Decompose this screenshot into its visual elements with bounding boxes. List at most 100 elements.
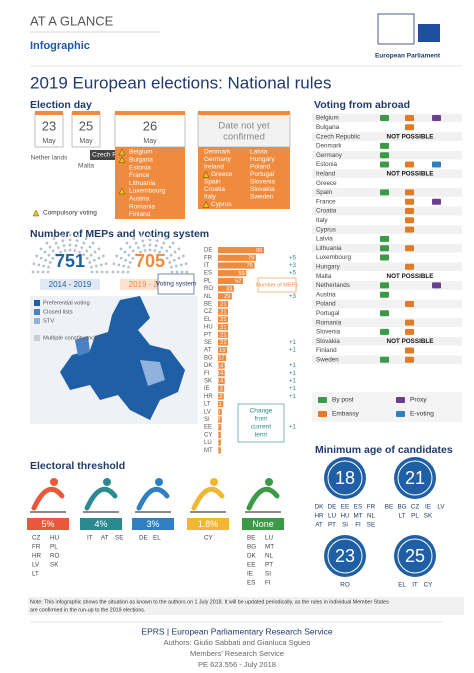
country: Romania: [129, 203, 155, 210]
country-code: BG: [397, 504, 406, 511]
change-value: +1: [289, 393, 297, 400]
meps-value: 13: [216, 386, 222, 392]
seat-dot: [123, 250, 127, 254]
method-icon: [380, 189, 389, 196]
country-code: ES: [354, 504, 362, 511]
subtitle: Infographic: [30, 40, 90, 52]
method-icon: [405, 226, 414, 233]
country: Malta: [316, 273, 332, 280]
country-code: NL: [204, 294, 212, 300]
seat-dot: [47, 265, 50, 269]
change-value: +1: [289, 385, 297, 392]
country-code: IE: [425, 504, 431, 511]
seat-dot: [154, 244, 158, 248]
method-icon: [380, 142, 389, 149]
method-icon: [432, 115, 441, 121]
compulsory-icon: [202, 171, 210, 178]
section-heading: Voting from abroad: [314, 99, 410, 111]
country: Germany: [316, 152, 343, 159]
seat-dot: [54, 241, 58, 245]
seat-dot: [90, 265, 93, 269]
legend-label: Preferential voting: [43, 301, 90, 307]
threshold-label-bg: [242, 518, 284, 530]
change-value: +3: [289, 262, 297, 269]
term-bg: [120, 279, 180, 290]
row-bg: [312, 271, 462, 281]
seat-dot: [127, 253, 131, 257]
country-code: DK: [204, 363, 212, 369]
seat-dot: [85, 256, 89, 260]
meps-bar: [218, 431, 221, 438]
footer-text: EPRS | European Parliamentary Research S…: [141, 626, 332, 636]
seat-dot: [179, 263, 183, 267]
country-code: CY: [424, 582, 434, 589]
country-code: FI: [355, 522, 361, 529]
legend-icon: [34, 309, 40, 315]
country-code: IT: [87, 535, 93, 542]
method-icon: [405, 189, 414, 196]
age-circle: [394, 457, 436, 499]
meps-bar: [218, 393, 224, 400]
country-code: MT: [353, 513, 362, 520]
country-code: LU: [265, 535, 274, 542]
legend-label: Compulsory voting: [43, 210, 97, 217]
age-value: 23: [335, 546, 355, 566]
seat-dot: [39, 247, 43, 251]
section-heading: Minimum age of candidates: [315, 444, 453, 456]
method-icon: [380, 152, 389, 159]
country-code: HU: [50, 535, 60, 542]
seat-dot: [32, 262, 36, 266]
label-box: [237, 403, 285, 443]
not-possible: NOT POSSIBLE: [387, 133, 434, 140]
compulsory-icon: [118, 156, 126, 163]
meps-value: 7: [217, 425, 220, 431]
country-code: SE: [115, 535, 123, 542]
country-code: PT: [328, 522, 336, 529]
country-code: PL: [411, 513, 419, 520]
seat-dot: [177, 247, 181, 251]
method-icon: [405, 328, 414, 335]
country-code: CZ: [411, 504, 420, 511]
country: Hungary: [250, 156, 275, 163]
legend-icon: [396, 411, 405, 417]
seat-dot: [117, 263, 121, 267]
seat-dot: [43, 250, 47, 254]
age-value: 18: [335, 468, 355, 488]
seat-dot: [121, 270, 125, 274]
country: France: [316, 198, 336, 205]
country-code: MT: [204, 448, 213, 454]
legend-label: Embassy: [332, 411, 359, 418]
seat-dot: [80, 246, 84, 250]
seat-dot: [36, 270, 40, 274]
method-icon: [405, 115, 414, 121]
jumper-icon: [136, 486, 170, 511]
country-code: LV: [32, 562, 40, 569]
country-code: EL: [204, 317, 212, 323]
country-code: SE: [204, 340, 212, 346]
seat-dot: [97, 247, 101, 251]
country-code: RO: [50, 553, 60, 560]
seat-dot: [82, 241, 86, 245]
seat-dot: [119, 256, 123, 260]
calendar-month: May: [79, 138, 93, 145]
meps-bar: [218, 416, 222, 423]
country-code: AT: [315, 522, 323, 529]
age-circle: [324, 535, 366, 577]
country-code: DK: [247, 553, 257, 560]
seat-dot: [127, 265, 130, 269]
meps-value: 21: [220, 333, 226, 339]
seat-dot: [42, 264, 46, 268]
age-circle: [394, 535, 436, 577]
seat-dot: [46, 270, 50, 274]
country-code: HR: [204, 394, 213, 400]
compulsory-icon: [202, 201, 210, 208]
country: Slovakia: [250, 186, 275, 193]
not-possible: NOT POSSIBLE: [387, 170, 434, 177]
method-icon: [405, 124, 414, 131]
meps-bar: [218, 247, 264, 254]
country-code: LT: [399, 513, 406, 520]
country-code: DE: [139, 535, 148, 542]
country-code: SE: [367, 522, 375, 529]
seat-dot: [63, 249, 67, 252]
seat-dot: [56, 246, 60, 250]
